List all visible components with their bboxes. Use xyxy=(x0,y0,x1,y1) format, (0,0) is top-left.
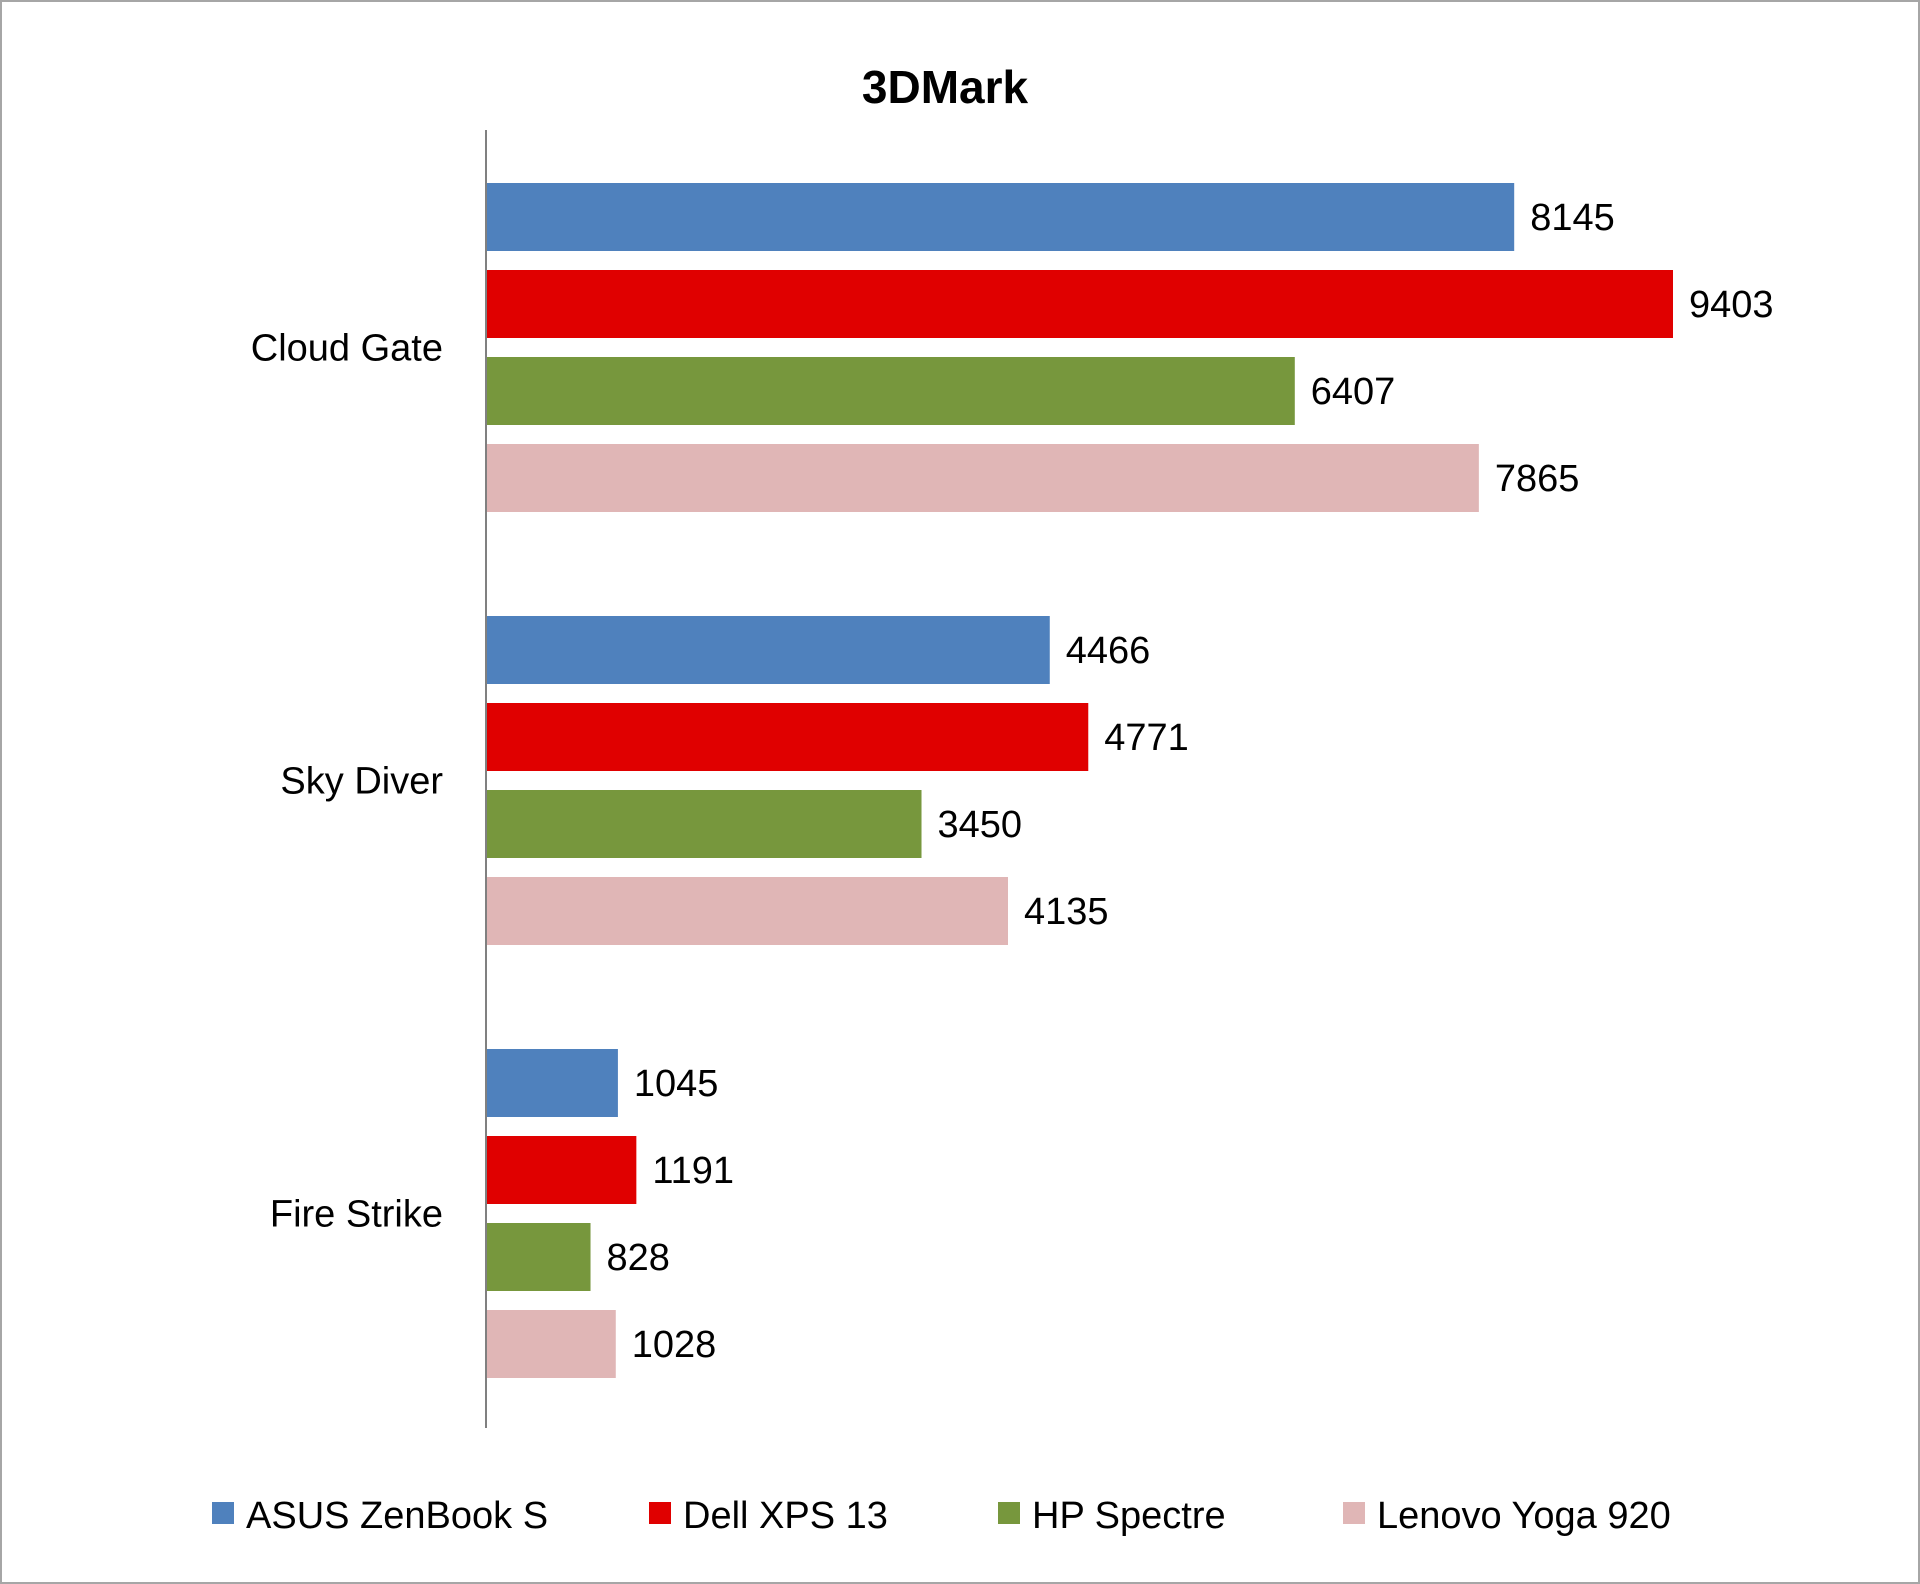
data-label-fire-strike-hp-spectre: 828 xyxy=(607,1237,670,1279)
bar-sky-diver-hp-spectre xyxy=(486,790,922,858)
chart-title: 3DMark xyxy=(862,61,1029,113)
data-label-fire-strike-dell-xps-13: 1191 xyxy=(652,1150,734,1192)
legend-label-hp-spectre: HP Spectre xyxy=(1032,1495,1226,1537)
bar-sky-diver-asus-zenbook-s xyxy=(486,616,1050,684)
data-label-cloud-gate-lenovo-yoga-920: 7865 xyxy=(1495,458,1580,500)
bar-sky-diver-dell-xps-13 xyxy=(486,703,1089,771)
bar-sky-diver-lenovo-yoga-920 xyxy=(486,877,1008,945)
legend-swatch-asus-zenbook-s xyxy=(212,1502,234,1524)
data-label-cloud-gate-dell-xps-13: 9403 xyxy=(1689,284,1774,326)
bar-cloud-gate-dell-xps-13 xyxy=(486,270,1673,338)
bar-cloud-gate-asus-zenbook-s xyxy=(486,183,1515,251)
category-label-fire-strike: Fire Strike xyxy=(270,1194,443,1236)
data-label-sky-diver-hp-spectre: 3450 xyxy=(938,804,1023,846)
category-label-cloud-gate: Cloud Gate xyxy=(251,328,443,370)
data-label-sky-diver-lenovo-yoga-920: 4135 xyxy=(1024,891,1109,933)
bar-fire-strike-lenovo-yoga-920 xyxy=(486,1310,616,1378)
bar-fire-strike-asus-zenbook-s xyxy=(486,1049,618,1117)
data-labels-group: 8145 9403 6407 7865 4466 4771 3450 4135 1045 1191… xyxy=(607,197,1774,1366)
category-label-sky-diver: Sky Diver xyxy=(280,761,443,803)
legend-swatch-dell-xps-13 xyxy=(649,1502,671,1524)
legend-label-asus-zenbook-s: ASUS ZenBook S xyxy=(246,1495,548,1537)
bars-group xyxy=(486,183,1673,1378)
legend-swatch-hp-spectre xyxy=(998,1502,1020,1524)
data-label-cloud-gate-asus-zenbook-s: 8145 xyxy=(1530,197,1615,239)
legend-swatch-lenovo-yoga-920 xyxy=(1343,1502,1365,1524)
legend-label-lenovo-yoga-920: Lenovo Yoga 920 xyxy=(1377,1495,1671,1537)
data-label-fire-strike-lenovo-yoga-920: 1028 xyxy=(632,1324,717,1366)
bar-cloud-gate-hp-spectre xyxy=(486,357,1295,425)
legend: ASUS ZenBook S Dell XPS 13 HP Spectre Lenov… xyxy=(212,1495,1671,1537)
legend-label-dell-xps-13: Dell XPS 13 xyxy=(683,1495,888,1537)
category-labels-group: Cloud Gate Sky Diver Fire Strike xyxy=(251,328,444,1236)
bar-cloud-gate-lenovo-yoga-920 xyxy=(486,444,1479,512)
data-label-sky-diver-asus-zenbook-s: 4466 xyxy=(1066,630,1151,672)
data-label-fire-strike-asus-zenbook-s: 1045 xyxy=(634,1063,719,1105)
bar-fire-strike-dell-xps-13 xyxy=(486,1136,637,1204)
bar-fire-strike-hp-spectre xyxy=(486,1223,591,1291)
data-label-sky-diver-dell-xps-13: 4771 xyxy=(1104,717,1189,759)
data-label-cloud-gate-hp-spectre: 6407 xyxy=(1311,371,1396,413)
